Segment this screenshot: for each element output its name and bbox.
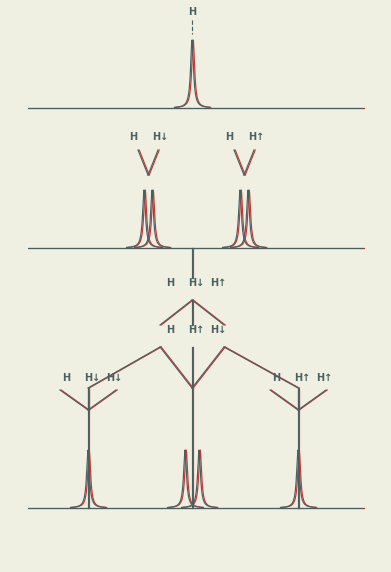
Text: H: H [272, 373, 280, 383]
Text: H↑: H↑ [248, 132, 264, 142]
Text: H↑: H↑ [294, 373, 310, 383]
Text: H↓: H↓ [210, 325, 226, 335]
Text: H: H [166, 325, 174, 335]
Text: H: H [188, 7, 196, 17]
Text: H: H [62, 373, 70, 383]
Text: H↑: H↑ [188, 325, 204, 335]
Text: H↓: H↓ [152, 132, 168, 142]
Text: H↑: H↑ [210, 278, 226, 288]
Text: H↓: H↓ [106, 373, 122, 383]
Text: H: H [166, 278, 174, 288]
Text: H↓: H↓ [84, 373, 100, 383]
Text: H↓: H↓ [188, 278, 204, 288]
Text: H: H [129, 132, 137, 142]
Text: H↑: H↑ [316, 373, 332, 383]
Text: H: H [225, 132, 233, 142]
